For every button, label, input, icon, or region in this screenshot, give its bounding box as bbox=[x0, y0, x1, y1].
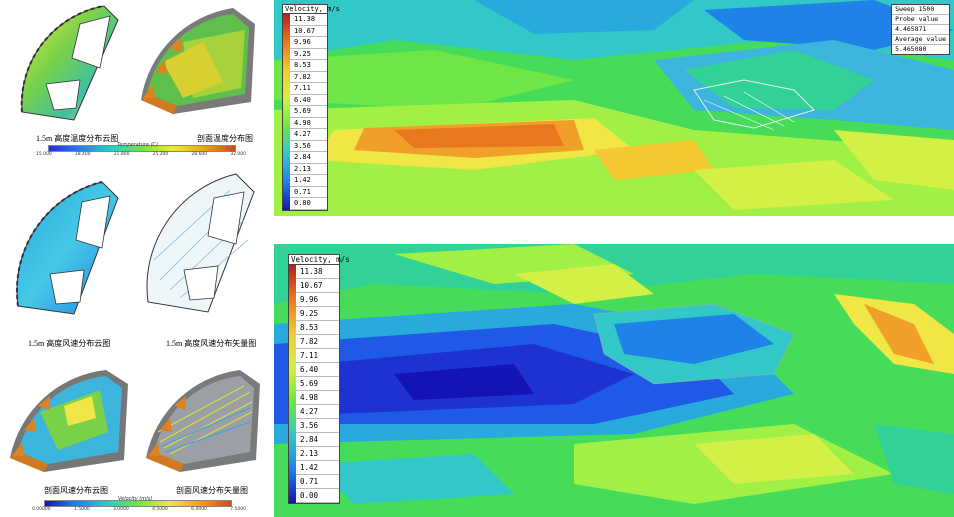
velocity-tick: 4.5000 bbox=[152, 507, 168, 512]
temp-tick: 18.400 bbox=[74, 152, 91, 157]
bottom-legend-value: 6.40 bbox=[296, 363, 339, 377]
velocity-tick: 7.5000 bbox=[230, 507, 246, 512]
bottom-legend-values: 11.38 10.67 9.96 9.25 8.53 7.82 7.11 6.4… bbox=[296, 265, 339, 503]
average-label: Average value bbox=[892, 35, 949, 45]
bottom-legend-value: 9.25 bbox=[296, 307, 339, 321]
bottom-legend-value: 3.56 bbox=[296, 419, 339, 433]
wind-section-contour-figure bbox=[10, 370, 128, 472]
top-legend-value: 6.40 bbox=[290, 95, 327, 106]
top-legend-value: 9.25 bbox=[290, 49, 327, 60]
top-legend-value: 4.98 bbox=[290, 118, 327, 129]
bottom-legend-value: 1.42 bbox=[296, 461, 339, 475]
top-velocity-field bbox=[274, 0, 954, 216]
top-velocity-legend: Velocity, m/s 11.38 10.67 9.96 9.25 8.53… bbox=[282, 4, 340, 211]
top-legend-value: 5.69 bbox=[290, 106, 327, 118]
probe-readout: Sweep 1500 Probe value 4.465871 Average … bbox=[891, 4, 950, 55]
velocity-colorbar bbox=[44, 500, 232, 507]
velocity-tick: 3.0000 bbox=[113, 507, 129, 512]
bottom-legend-value: 7.11 bbox=[296, 349, 339, 363]
bottom-velocity-field bbox=[274, 244, 954, 517]
top-legend-value: 0.71 bbox=[290, 187, 327, 198]
bottom-legend-value: 7.82 bbox=[296, 335, 339, 349]
left-figure-column: 1.5m 高度温度分布云图 剖面温度分布图 Temperature (C) 15… bbox=[0, 0, 270, 517]
temp-tick: 32.000 bbox=[230, 152, 246, 157]
top-legend-value: 1.42 bbox=[290, 175, 327, 187]
caption-wind-section-vector: 剖面风速分布矢量图 bbox=[176, 486, 248, 495]
top-legend-value: 7.11 bbox=[290, 83, 327, 95]
velocity-simulation-top-view: Velocity, m/s 11.38 10.67 9.96 9.25 8.53… bbox=[274, 0, 954, 216]
temp-tick: 25.200 bbox=[152, 152, 169, 157]
bottom-legend-value: 11.38 bbox=[296, 265, 339, 279]
velocity-simulation-bottom-view: Velocity, m/s 11.38 10.67 9.96 9.25 8.53… bbox=[274, 244, 954, 517]
bottom-velocity-legend: Velocity, m/s 11.38 10.67 9.96 9.25 8.53… bbox=[288, 254, 350, 504]
top-legend-value: 3.56 bbox=[290, 141, 327, 152]
temperature-colorbar-title: Temperature (C) bbox=[117, 142, 158, 148]
velocity-colorbar-title: Velocity (m/s) bbox=[118, 496, 153, 502]
caption-wind-15m-vector: 1.5m 高度风速分布矢量图 bbox=[166, 339, 257, 348]
bottom-legend-value: 9.96 bbox=[296, 293, 339, 307]
probe-value: 4.465871 bbox=[892, 25, 949, 35]
probe-label: Probe value bbox=[892, 15, 949, 25]
wind-section-vector-figure bbox=[146, 370, 260, 472]
caption-temp-15m: 1.5m 高度温度分布云图 bbox=[36, 134, 119, 143]
bottom-legend-value: 4.27 bbox=[296, 405, 339, 419]
temperature-colorbar bbox=[48, 145, 236, 152]
caption-temp-section: 剖面温度分布图 bbox=[197, 134, 253, 143]
velocity-tick: 6.0000 bbox=[191, 507, 207, 512]
bottom-legend-colorstrip bbox=[289, 265, 296, 503]
bottom-legend-value: 0.71 bbox=[296, 475, 339, 489]
temp-tick: 28.600 bbox=[191, 152, 208, 157]
top-legend-value: 7.82 bbox=[290, 72, 327, 83]
top-legend-value: 2.13 bbox=[290, 164, 327, 175]
bottom-legend-value: 2.13 bbox=[296, 447, 339, 461]
caption-wind-section-contour: 剖面风速分布云图 bbox=[44, 486, 108, 495]
temp-tick: 15.000 bbox=[36, 152, 52, 157]
top-legend-title: Velocity, m/s bbox=[283, 5, 340, 14]
temp-tick: 21.800 bbox=[113, 152, 130, 157]
top-legend-values: 11.38 10.67 9.96 9.25 8.53 7.82 7.11 6.4… bbox=[290, 14, 327, 210]
bottom-legend-value: 4.98 bbox=[296, 391, 339, 405]
top-legend-value: 0.00 bbox=[290, 198, 327, 210]
caption-wind-15m-contour: 1.5m 高度风速分布云图 bbox=[28, 339, 111, 348]
top-legend-value: 2.84 bbox=[290, 152, 327, 164]
bottom-legend-value: 2.84 bbox=[296, 433, 339, 447]
temperature-colorbar-ticks: 15.000 18.400 21.800 25.200 28.600 32.00… bbox=[36, 152, 246, 157]
top-legend-value: 10.67 bbox=[290, 26, 327, 37]
top-legend-colorstrip bbox=[283, 14, 290, 210]
top-legend-value: 9.96 bbox=[290, 37, 327, 49]
temp-plan-figure bbox=[20, 5, 119, 121]
average-value: 5.465080 bbox=[895, 45, 927, 53]
velocity-colorbar-ticks: 0.00000 1.5000 3.0000 4.5000 6.0000 7.50… bbox=[32, 507, 246, 512]
velocity-tick: 0.00000 bbox=[32, 507, 51, 512]
bottom-legend-value: 5.69 bbox=[296, 377, 339, 391]
top-legend-value: 11.38 bbox=[290, 14, 327, 26]
wind-plan-contour-figure bbox=[15, 181, 119, 315]
top-legend-value: 4.27 bbox=[290, 129, 327, 141]
probe-sweep: Sweep 1500 bbox=[892, 5, 949, 15]
temp-section-figure bbox=[141, 8, 255, 114]
velocity-tick: 1.5000 bbox=[73, 507, 90, 512]
wind-plan-vector-figure bbox=[146, 173, 255, 313]
bottom-legend-value: 0.00 bbox=[296, 489, 339, 503]
bottom-legend-value: 8.53 bbox=[296, 321, 339, 335]
bottom-legend-title: Velocity, m/s bbox=[289, 255, 350, 265]
top-legend-value: 8.53 bbox=[290, 60, 327, 72]
bottom-legend-value: 10.67 bbox=[296, 279, 339, 293]
